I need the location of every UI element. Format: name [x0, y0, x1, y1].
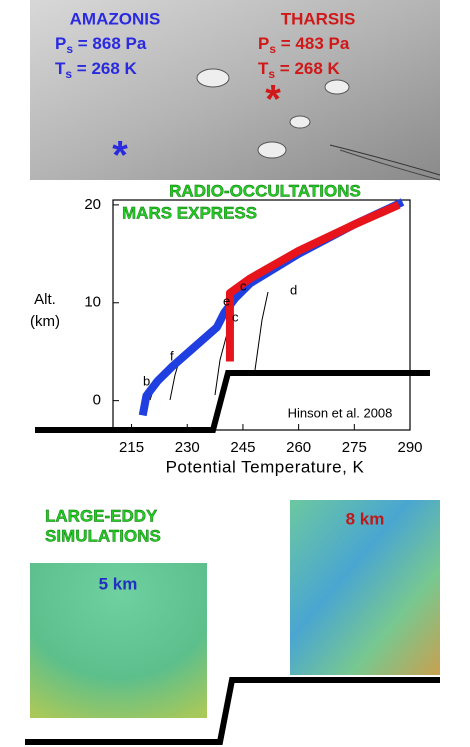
x-tick-label: 260 — [286, 439, 311, 456]
x-tick-label: 275 — [342, 439, 367, 456]
les-title: LARGE-EDDY — [45, 506, 158, 525]
plot-frame — [113, 200, 410, 430]
profile-line — [143, 202, 403, 415]
thin-profiles — [150, 292, 268, 400]
panel-label: 8 km — [346, 509, 385, 528]
panel-label: 5 km — [99, 574, 138, 593]
y-axis-label: Alt. — [34, 291, 56, 308]
profile-label: e — [223, 293, 230, 308]
figure: AMAZONISPs = 868 PaTs = 268 K*THARSISPs … — [0, 0, 470, 747]
region-name: THARSIS — [281, 9, 356, 28]
citation: Hinson et al. 2008 — [288, 405, 393, 420]
x-axis-label: Potential Temperature, K — [166, 457, 365, 476]
location-marker: * — [265, 78, 281, 122]
y-axis-label: (km) — [30, 313, 60, 330]
y-tick-label: 20 — [84, 196, 101, 213]
les-title: SIMULATIONS — [45, 526, 161, 545]
profile-label: d — [290, 282, 297, 297]
region-name: AMAZONIS — [70, 9, 161, 28]
profile-label: b — [143, 373, 150, 388]
y-tick-label: 0 — [93, 392, 101, 409]
location-marker: * — [112, 134, 128, 178]
chart-title: RADIO-OCCULTATIONS — [169, 181, 361, 200]
x-tick-label: 290 — [397, 439, 422, 456]
profile-label: c — [240, 278, 247, 293]
profile-label: f — [170, 348, 174, 363]
y-tick-label: 10 — [84, 294, 101, 311]
chart-subtitle: MARS EXPRESS — [122, 203, 257, 222]
profile-label: c — [232, 309, 239, 324]
x-tick-label: 215 — [119, 439, 144, 456]
x-tick-label: 245 — [230, 439, 255, 456]
x-tick-label: 230 — [175, 439, 200, 456]
